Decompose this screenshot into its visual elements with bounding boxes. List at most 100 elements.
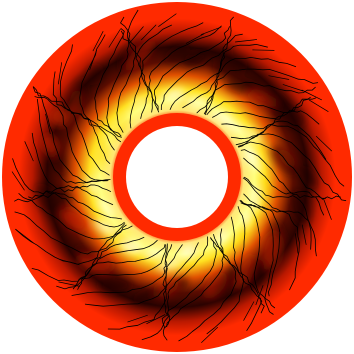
streamline	[166, 237, 225, 328]
field-blob	[49, 106, 71, 127]
field-blob	[225, 76, 259, 94]
field-highlight	[187, 97, 209, 108]
streamline	[212, 97, 317, 120]
field-highlight	[98, 138, 110, 164]
streamline	[28, 190, 125, 228]
streamline	[164, 236, 209, 329]
streamline	[242, 177, 317, 257]
streamline	[141, 242, 199, 341]
field-blob	[196, 44, 235, 60]
streamline	[15, 225, 133, 265]
streamline-branch	[127, 314, 148, 323]
streamline-branch	[158, 13, 177, 27]
streamline-branch	[146, 314, 166, 325]
streamline	[116, 16, 136, 133]
streamline	[14, 211, 127, 255]
streamline	[56, 239, 158, 290]
streamline	[94, 27, 125, 137]
field-highlight	[94, 219, 115, 235]
field-highlight	[108, 228, 133, 244]
streamline	[238, 133, 347, 202]
field-blob	[235, 254, 256, 289]
field-blob	[132, 287, 164, 303]
field-blob	[203, 272, 227, 299]
streamline	[72, 244, 167, 290]
streamline	[204, 68, 319, 116]
field-highlight	[215, 229, 229, 246]
streamline-branch	[129, 26, 144, 44]
field-highlight	[261, 179, 270, 196]
streamline	[14, 198, 126, 240]
streamline	[237, 206, 265, 314]
streamline	[34, 96, 108, 182]
field-highlight	[245, 149, 262, 172]
field-highlight	[97, 198, 115, 217]
streamline	[36, 98, 109, 184]
streamline-branch	[108, 28, 121, 48]
field-blob	[125, 41, 154, 71]
streamline	[154, 26, 230, 111]
field-highlight	[243, 126, 263, 145]
streamline-branch	[255, 285, 264, 306]
field-blob	[33, 183, 63, 216]
streamline	[230, 216, 263, 332]
streamline-branch	[315, 135, 333, 152]
streamline-branch	[11, 171, 25, 191]
streamline	[12, 158, 114, 206]
streamline	[196, 57, 297, 114]
streamline-branch	[323, 199, 332, 220]
streamline	[240, 149, 326, 199]
streamline-branch	[301, 224, 307, 245]
streamline-branch	[92, 31, 104, 52]
streamline-layer	[11, 9, 347, 344]
streamline-branch	[185, 33, 205, 44]
streamline-branch	[309, 99, 329, 112]
field-highlight	[221, 119, 245, 134]
streamline	[243, 193, 300, 291]
streamline	[31, 132, 112, 193]
streamline	[243, 157, 325, 216]
streamline-branch	[268, 75, 290, 80]
field-highlight	[210, 111, 232, 122]
field-blob	[278, 149, 296, 168]
streamline-branch	[45, 113, 51, 134]
streamline	[206, 96, 311, 116]
field-blob	[61, 209, 87, 232]
streamline	[79, 34, 122, 143]
streamline-branch	[295, 233, 299, 254]
streamline-branch	[201, 326, 219, 344]
field-highlight	[179, 245, 196, 259]
center-hole	[126, 126, 228, 228]
field-highlight	[115, 115, 130, 137]
streamline	[77, 244, 166, 290]
streamline	[59, 44, 115, 151]
field-highlight	[119, 241, 142, 254]
streamline	[32, 86, 111, 184]
streamline-branch	[243, 301, 255, 321]
streamline	[18, 192, 122, 220]
field-highlight	[131, 95, 144, 109]
field-highlight	[242, 210, 251, 226]
field-blob	[74, 245, 96, 259]
streamline-branch	[200, 26, 222, 36]
streamline	[31, 236, 145, 282]
streamline	[203, 81, 316, 115]
streamline	[182, 44, 268, 109]
streamline	[71, 243, 168, 296]
field-blob	[98, 276, 132, 294]
streamline	[127, 9, 143, 129]
streamline	[178, 233, 237, 342]
field-variation-layer	[33, 37, 318, 303]
streamline	[240, 202, 274, 315]
streamline-branch	[252, 49, 275, 51]
streamline	[160, 16, 234, 111]
field-highlight	[143, 89, 163, 105]
field-blob	[300, 165, 318, 189]
field-blob	[291, 190, 311, 225]
streamline-branch	[282, 84, 304, 92]
field-blob	[70, 76, 90, 111]
streamline	[52, 71, 111, 164]
streamline-branch	[140, 24, 157, 41]
